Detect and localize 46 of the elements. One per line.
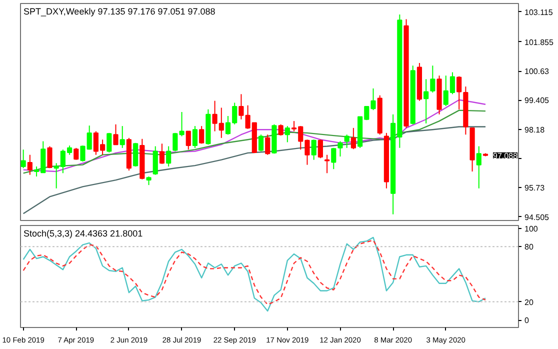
candlestick [152,146,158,176]
y-tick-label: 103.115 [524,8,554,17]
candlestick [311,139,316,160]
candlestick [20,149,26,169]
candlestick [424,78,429,124]
candlestick [113,124,118,146]
candlestick [324,154,330,174]
line-series [22,110,486,174]
candlestick [192,126,198,148]
y-tick-label: 95.73 [524,184,546,193]
candlestick [476,146,482,189]
chart-title: Stoch(5,3,3) 24.4363 21.8001 [24,228,143,238]
candlestick [27,154,32,176]
candlestick [338,140,343,157]
candlestick [344,134,350,148]
y-tick-label: 99.405 [524,96,550,106]
y-tick-label: 101.855 [524,38,554,47]
candlestick [199,126,204,144]
candlestick [74,147,79,160]
candlestick [284,126,290,143]
y-tick-label: 100.63 [524,67,550,76]
chart-title: SPT_DXY,Weekly 97.135 97.176 97.051 97.088 [24,6,216,16]
candlestick [159,143,165,164]
line-series [22,99,486,172]
y-tick-label: 80 [524,242,534,252]
candlestick [120,126,125,148]
y-tick-label: 98.18 [524,125,546,134]
candlestick [456,76,462,110]
candlestick [166,146,172,167]
candlestick [186,130,191,150]
candlestick [47,146,52,169]
y-tick-label: 0 [524,316,530,326]
candlestick [318,139,323,159]
candlestick [265,134,270,156]
line-series [22,126,486,214]
candlestick [430,65,436,93]
y-tick-label: 100 [524,224,538,234]
candlestick [350,127,356,150]
candlestick [133,142,138,167]
candlestick [278,124,284,136]
y-tick-label: 94.505 [524,212,550,222]
annotation: 97.088 [493,151,518,160]
candlestick [106,132,112,153]
y-tick-label: 20 [524,298,534,307]
candlestick [258,134,264,152]
candlestick [331,147,336,170]
